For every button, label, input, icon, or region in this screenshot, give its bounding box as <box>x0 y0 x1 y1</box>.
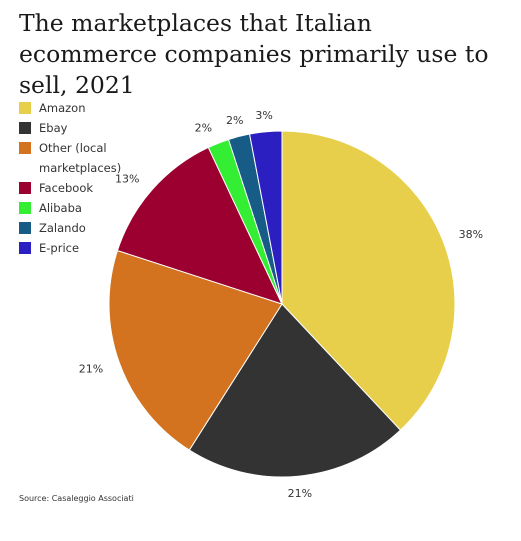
legend-swatch-eprice <box>19 242 31 254</box>
slice-label-other: 21% <box>79 362 103 375</box>
pie-slice-amazon <box>281 130 456 431</box>
legend-item-zalando: Zalando <box>19 218 139 238</box>
slice-label-eprice: 3% <box>255 109 272 122</box>
pie-slice-eprice <box>248 130 283 305</box>
slice-label-facebook: 13% <box>115 172 139 185</box>
legend-item-alibaba: Alibaba <box>19 198 139 218</box>
legend-swatch-ebay <box>19 122 31 134</box>
slice-label-zalando: 2% <box>226 114 243 127</box>
legend-item-facebook: Facebook <box>19 178 139 198</box>
legend-item-eprice: E-price <box>19 238 139 258</box>
legend-label-other: Other (local marketplaces) <box>39 141 122 175</box>
legend-label-zalando: Zalando <box>39 221 86 235</box>
legend-swatch-facebook <box>19 182 31 194</box>
slice-label-amazon: 38% <box>459 228 483 241</box>
legend-swatch-amazon <box>19 102 31 114</box>
legend-item-ebay: Ebay <box>19 118 139 138</box>
pie-slice-ebay <box>188 303 402 478</box>
legend-label-alibaba: Alibaba <box>39 201 82 215</box>
slice-label-alibaba: 2% <box>195 121 212 134</box>
legend-label-ebay: Ebay <box>39 121 68 135</box>
legend-label-amazon: Amazon <box>39 101 86 115</box>
legend: Amazon Ebay Other (local marketplaces) F… <box>19 98 139 258</box>
chart-title: The marketplaces that Italian ecommerce … <box>19 9 489 99</box>
legend-swatch-other <box>19 142 31 154</box>
legend-label-eprice: E-price <box>39 241 80 255</box>
legend-label-facebook: Facebook <box>39 181 94 195</box>
legend-item-amazon: Amazon <box>19 98 139 118</box>
pie-slice-other <box>108 249 283 451</box>
source-note: Source: Casaleggio Associati <box>19 494 134 503</box>
pie-slice-facebook <box>116 146 283 305</box>
slice-label-ebay: 21% <box>288 487 312 500</box>
legend-swatch-zalando <box>19 222 31 234</box>
legend-item-other: Other (local marketplaces) <box>19 138 139 178</box>
legend-swatch-alibaba <box>19 202 31 214</box>
